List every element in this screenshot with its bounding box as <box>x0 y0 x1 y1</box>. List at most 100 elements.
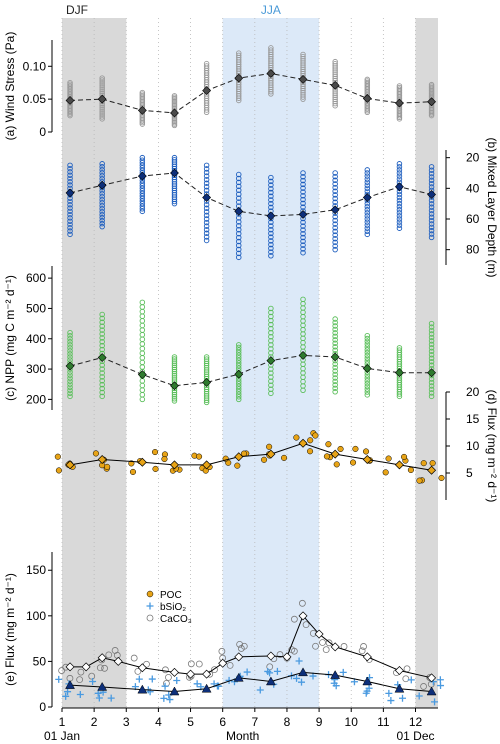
poc-mean-marker <box>330 449 340 459</box>
caco3-mean-marker <box>298 611 308 621</box>
sample-point <box>428 324 435 330</box>
sample-point <box>300 196 306 203</box>
bsio2-point <box>64 688 72 696</box>
sample-point <box>99 362 105 368</box>
sample-point <box>67 162 73 169</box>
bsio2-mean-marker <box>137 684 148 694</box>
sample-point <box>203 60 210 67</box>
bsio2-point <box>55 675 63 683</box>
bsio2-point <box>146 688 154 696</box>
sample-point <box>300 296 306 303</box>
mean-marker <box>298 75 308 84</box>
sample-point <box>332 221 338 227</box>
x-start-label: 01 Jan <box>44 729 80 743</box>
caco3-point <box>211 666 218 674</box>
y-axis-label-a: (a) Wind Stress (Pa) <box>3 32 17 141</box>
poc-point <box>325 441 332 448</box>
bsio2-point <box>437 682 445 690</box>
sample-point <box>300 185 306 191</box>
sample-point <box>67 228 73 234</box>
sample-point <box>99 331 105 337</box>
sample-point <box>332 235 338 242</box>
bsio2-mean-marker <box>426 686 437 696</box>
caco3-mean-marker <box>202 669 212 679</box>
sample-point <box>139 364 146 370</box>
bsio2-point <box>309 672 317 680</box>
poc-point <box>420 460 427 467</box>
sample-point <box>428 327 435 334</box>
poc-point <box>382 469 389 476</box>
sample-point <box>364 358 371 364</box>
sample-point <box>364 383 371 390</box>
sample-point <box>67 182 73 188</box>
poc-point <box>152 465 159 472</box>
sample-point <box>99 190 105 197</box>
sample-point <box>300 230 306 237</box>
poc-point <box>438 474 445 482</box>
bsio2-point <box>415 692 423 700</box>
sample-point <box>171 198 178 205</box>
sample-point <box>236 388 242 395</box>
sample-point <box>139 193 146 199</box>
caco3-point <box>312 642 319 650</box>
bsio2-point <box>362 689 370 697</box>
poc-point <box>337 445 344 453</box>
caco3-point <box>420 683 427 690</box>
sample-point <box>364 182 371 189</box>
sample-point <box>67 79 73 86</box>
sample-point <box>396 207 403 213</box>
poc-mean-marker <box>202 460 212 470</box>
sample-point <box>428 352 435 358</box>
x-tick-label-8: 8 <box>284 715 291 729</box>
mean-marker <box>266 211 276 221</box>
bsio2-point <box>273 667 281 675</box>
sample-point <box>428 174 435 180</box>
legend-caco3-marker <box>146 614 154 622</box>
y-tick-label-e-1: 50 <box>33 654 47 668</box>
sample-point <box>268 309 274 316</box>
mean-marker <box>330 80 340 90</box>
sample-point <box>236 183 242 190</box>
sample-point <box>139 89 146 96</box>
sample-point <box>364 344 371 350</box>
sample-point <box>396 84 403 91</box>
sample-point <box>236 383 242 390</box>
sample-point <box>268 338 274 344</box>
sample-point <box>203 184 210 190</box>
sample-point <box>236 386 242 392</box>
sample-point <box>236 352 242 358</box>
sample-point <box>99 164 105 170</box>
sample-point <box>268 197 274 203</box>
legend-poc-marker <box>146 590 154 598</box>
sample-point <box>268 325 274 332</box>
sample-point <box>428 217 435 224</box>
sample-point <box>428 214 435 220</box>
caco3-point <box>402 675 410 683</box>
sample-point <box>364 392 371 398</box>
mean-line-b <box>69 172 432 217</box>
sample-point <box>428 201 435 207</box>
sample-point <box>428 320 435 327</box>
mean-marker <box>234 206 244 216</box>
sample-point <box>428 386 435 393</box>
sample-point <box>364 210 371 216</box>
caco3-point <box>325 639 333 647</box>
poc-point <box>54 453 61 460</box>
poc-point <box>307 448 314 455</box>
sample-point <box>268 342 274 348</box>
sample-point <box>332 378 338 385</box>
sample-point <box>171 356 178 362</box>
sample-point <box>203 212 210 219</box>
caco3-mean-marker <box>169 667 179 677</box>
sample-point <box>428 211 435 217</box>
sample-point <box>203 180 210 186</box>
panel-e: 0 50 100 150 (e) Flux (mg m⁻² d⁻¹) <box>3 552 445 714</box>
caco3-mean-marker <box>234 652 244 662</box>
sample-point <box>332 177 338 184</box>
caco3-mean-marker <box>218 658 228 668</box>
mean-marker <box>427 97 436 107</box>
sample-point <box>268 223 274 229</box>
sample-point <box>139 382 146 389</box>
bsio2-point <box>214 682 222 690</box>
